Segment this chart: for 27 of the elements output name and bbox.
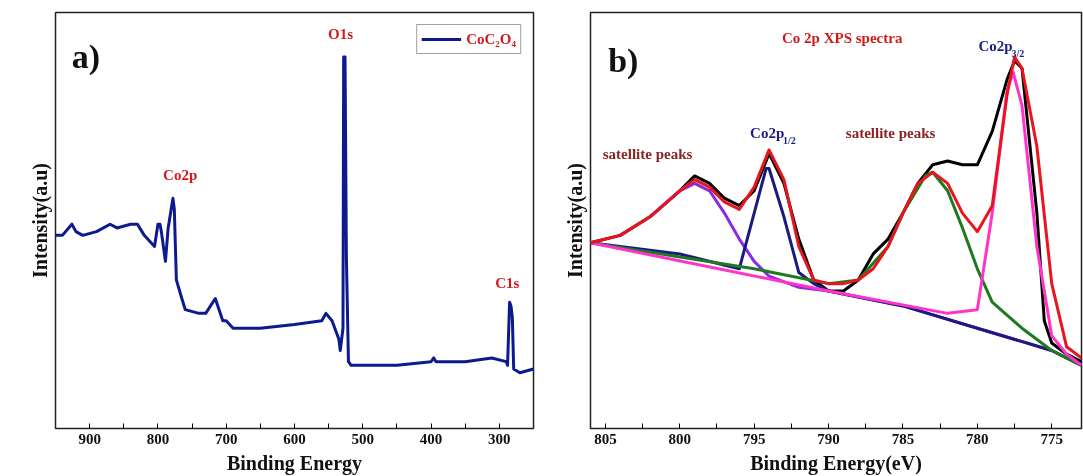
annotation: C1s bbox=[495, 275, 520, 292]
x-tick-label: 400 bbox=[419, 430, 443, 447]
annotation: satellite peaks bbox=[845, 125, 936, 142]
x-tick-label: 500 bbox=[351, 430, 375, 447]
x-tick-label: 700 bbox=[214, 430, 238, 447]
x-tick-label: 785 bbox=[891, 430, 915, 447]
x-tick-label: 800 bbox=[668, 430, 692, 447]
x-tick-label: 900 bbox=[78, 430, 101, 447]
text: Co 2p XPS spectra bbox=[781, 29, 903, 46]
x-tick-label: 775 bbox=[1040, 430, 1063, 447]
x-tick-label: 805 bbox=[594, 430, 617, 447]
x-tick-label: 600 bbox=[283, 430, 306, 447]
annotation: b) bbox=[608, 42, 639, 81]
y-axis-title: Intensity(a.u) bbox=[563, 162, 587, 278]
annotation: Co2p bbox=[163, 167, 198, 184]
x-axis-title: Binding Energy(eV) bbox=[750, 451, 922, 475]
x-tick-label: 790 bbox=[817, 430, 840, 447]
annotation: a) bbox=[71, 37, 101, 76]
x-axis-title: Binding Energy bbox=[226, 451, 363, 475]
annotation: satellite peaks bbox=[602, 146, 693, 163]
x-tick-label: 795 bbox=[742, 430, 766, 447]
text: O1s bbox=[327, 25, 354, 42]
y-axis-title: Intensity(a.u) bbox=[28, 162, 52, 278]
x-tick-label: 300 bbox=[488, 430, 511, 447]
legend-label: CoC₂O₄ bbox=[466, 30, 516, 48]
x-tick-label: 800 bbox=[146, 430, 170, 447]
x-tick-label: 780 bbox=[966, 430, 989, 447]
